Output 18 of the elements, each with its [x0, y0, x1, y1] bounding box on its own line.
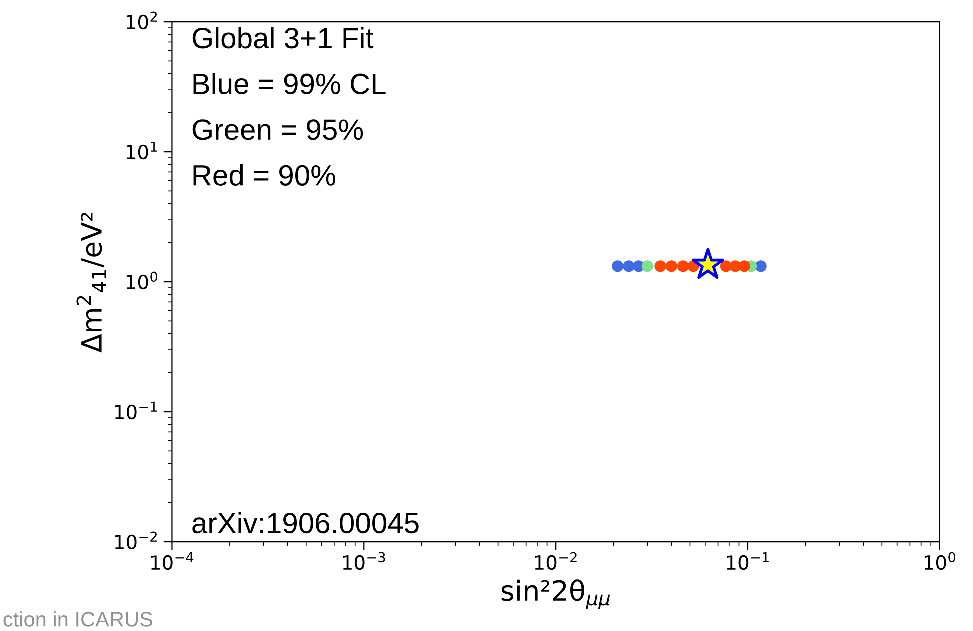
annotation: Global 3+1 Fit: [192, 27, 374, 49]
y-tick-label: 10$^{1}$: [126, 142, 158, 160]
x-tick-label: 10$^{−2}$: [535, 552, 577, 570]
annotation: arXiv:1906.00045: [192, 512, 419, 534]
x-tick-label: 10$^{−4}$: [152, 552, 194, 570]
y-tick-label: 10$^{2}$: [126, 12, 158, 30]
y-tick-label: 10$^{0}$: [126, 272, 158, 290]
y-axis-title: Δm$^{2}$$_{41}$/eV²: [76, 212, 106, 353]
y-tick-label: 10$^{−1}$: [115, 402, 158, 420]
annotation: Green = 95%: [192, 120, 364, 140]
x-tick-label: 10$^{−3}$: [343, 552, 386, 570]
text: ction in ICARUS: [4, 612, 152, 627]
x-tick-label: 10$^{0}$: [924, 552, 956, 570]
x-tick-label: 10$^{−1}$: [727, 552, 769, 570]
x-axis-title: sin²2θ$_{μμ}$: [502, 580, 610, 610]
y-tick-label: 10$^{−2}$: [115, 532, 157, 550]
annotation: Blue = 99% CL: [194, 73, 386, 94]
annotation: Red = 90%: [194, 164, 336, 186]
